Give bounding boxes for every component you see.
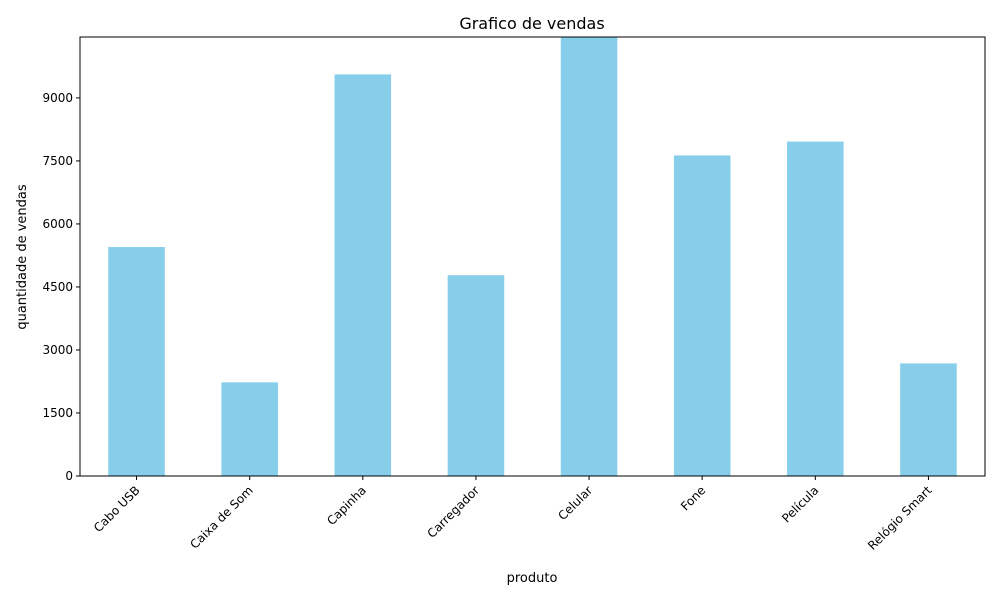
y-tick-label: 7500 [42, 154, 73, 168]
y-tick-label: 6000 [42, 217, 73, 231]
x-tick-label: Capinha [324, 483, 369, 528]
bar [108, 247, 165, 476]
x-tick-label: Fone [678, 483, 708, 513]
x-tick-label: Relógio Smart [865, 483, 935, 553]
y-tick-label: 0 [65, 469, 73, 483]
bar [334, 74, 392, 476]
x-tick-label: Cabo USB [91, 483, 143, 535]
bar [560, 37, 618, 476]
x-axis-label: produto [507, 571, 558, 586]
x-tick-label: Película [779, 483, 821, 525]
y-tick-label: 9000 [42, 91, 73, 105]
x-tick-label: Carregador [425, 483, 483, 541]
y-tick-label: 4500 [42, 280, 73, 294]
y-tick-label: 3000 [42, 343, 73, 357]
bar [221, 382, 278, 476]
x-tick-label: Celular [555, 483, 595, 523]
bar [900, 363, 957, 476]
plot-frame [79, 36, 986, 477]
y-tick-label: 1500 [42, 406, 73, 420]
bar [787, 141, 844, 476]
y-axis-label: quantidade de vendas [15, 184, 30, 330]
chart-title: Grafico de vendas [459, 14, 604, 33]
x-tick-label: Caixa de Som [187, 483, 255, 551]
bar [673, 155, 731, 476]
bar [447, 275, 505, 476]
